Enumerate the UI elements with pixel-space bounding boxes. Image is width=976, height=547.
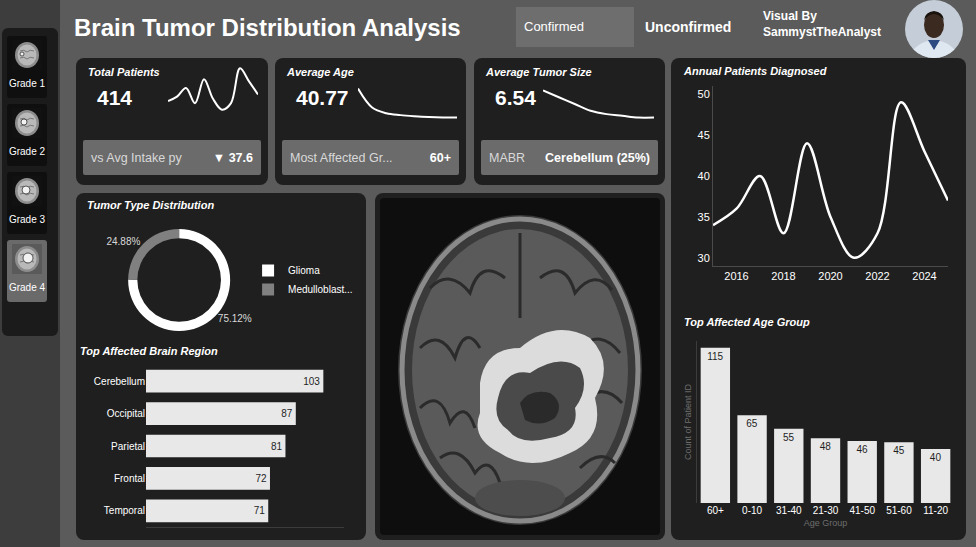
svg-text:Glioma: Glioma	[288, 265, 320, 276]
svg-text:40: 40	[930, 452, 942, 463]
html-text:6.54: 6.54	[495, 86, 536, 109]
svg-text:2016: 2016	[724, 270, 748, 282]
svg-text:31-40: 31-40	[776, 505, 802, 516]
svg-text:40: 40	[698, 170, 710, 182]
html-text:Grade 1: Grade 1	[8, 78, 46, 89]
svg-text:71: 71	[254, 505, 266, 516]
html-text:Grade 4: Grade 4	[8, 282, 46, 293]
svg-text:2024: 2024	[912, 270, 936, 282]
svg-text:0-10: 0-10	[742, 505, 762, 516]
svg-text:Count of Patient ID: Count of Patient ID	[683, 383, 693, 460]
svg-text:Age Group: Age Group	[804, 518, 848, 528]
svg-text:30: 30	[698, 252, 710, 264]
svg-text:75.12%: 75.12%	[218, 313, 252, 324]
html-text:SammystTheAnalyst: SammystTheAnalyst	[763, 25, 881, 39]
html-text:MABR: MABR	[489, 150, 526, 165]
svg-text:24.88%: 24.88%	[106, 236, 140, 247]
svg-text:Temporal: Temporal	[104, 505, 145, 516]
svg-text:115: 115	[707, 351, 723, 362]
html-text:Visual By: Visual By	[763, 9, 817, 23]
svg-text:2022: 2022	[865, 270, 889, 282]
svg-text:2018: 2018	[771, 270, 795, 282]
html-text:Cerebellum (25%): Cerebellum (25%)	[545, 150, 650, 165]
svg-text:60+: 60+	[707, 505, 724, 516]
svg-text:51-60: 51-60	[886, 505, 912, 516]
svg-text:45: 45	[893, 445, 905, 456]
html-text:Annual Patients Diagnosed: Annual Patients Diagnosed	[684, 65, 827, 77]
html-text:414: 414	[97, 86, 132, 109]
svg-text:72: 72	[255, 473, 267, 484]
svg-text:11-20: 11-20	[923, 505, 948, 516]
html-text:Top Affected Brain Region: Top Affected Brain Region	[80, 345, 218, 357]
html-text:Average Tumor Size: Average Tumor Size	[486, 66, 592, 78]
svg-text:103: 103	[303, 376, 320, 387]
svg-text:65: 65	[746, 418, 758, 429]
svg-text:35: 35	[698, 211, 710, 223]
svg-text:81: 81	[271, 441, 283, 452]
html-text:Most Affected Gr...: Most Affected Gr...	[290, 150, 393, 165]
svg-text:Parietal: Parietal	[111, 441, 145, 452]
svg-text:Frontal: Frontal	[114, 473, 145, 484]
svg-text:55: 55	[783, 432, 795, 443]
svg-text:Occipital: Occipital	[107, 408, 145, 419]
html-text:Grade 2: Grade 2	[8, 146, 46, 157]
html-text:60+: 60+	[429, 150, 451, 165]
html-text:Total Patients: Total Patients	[88, 66, 160, 78]
html-text:Top Affected Age Group: Top Affected Age Group	[684, 316, 810, 328]
html-text:Unconfirmed: Unconfirmed	[645, 19, 732, 35]
svg-text:2020: 2020	[818, 270, 842, 282]
svg-text:21-30: 21-30	[813, 505, 839, 516]
html-text:vs Avg Intake py: vs Avg Intake py	[91, 150, 182, 165]
svg-text:87: 87	[281, 408, 293, 419]
svg-text:46: 46	[856, 444, 868, 455]
svg-text:50: 50	[698, 88, 710, 100]
html-text:Grade 3: Grade 3	[8, 214, 46, 225]
html-text:Tumor Type Distribution: Tumor Type Distribution	[87, 199, 215, 211]
svg-text:45: 45	[698, 129, 710, 141]
svg-text:48: 48	[820, 441, 832, 452]
svg-text:41-50: 41-50	[849, 505, 875, 516]
html-text:Brain Tumor Distribution Analy: Brain Tumor Distribution Analysis	[74, 14, 461, 41]
svg-text:Cerebellum: Cerebellum	[94, 376, 145, 387]
html-text:40.77: 40.77	[296, 86, 349, 109]
html-text:Average Age: Average Age	[287, 66, 354, 78]
html-text:Confirmed: Confirmed	[524, 19, 584, 34]
html-text:▼ 37.6: ▼ 37.6	[212, 150, 253, 165]
svg-text:Medulloblast...: Medulloblast...	[288, 284, 352, 295]
